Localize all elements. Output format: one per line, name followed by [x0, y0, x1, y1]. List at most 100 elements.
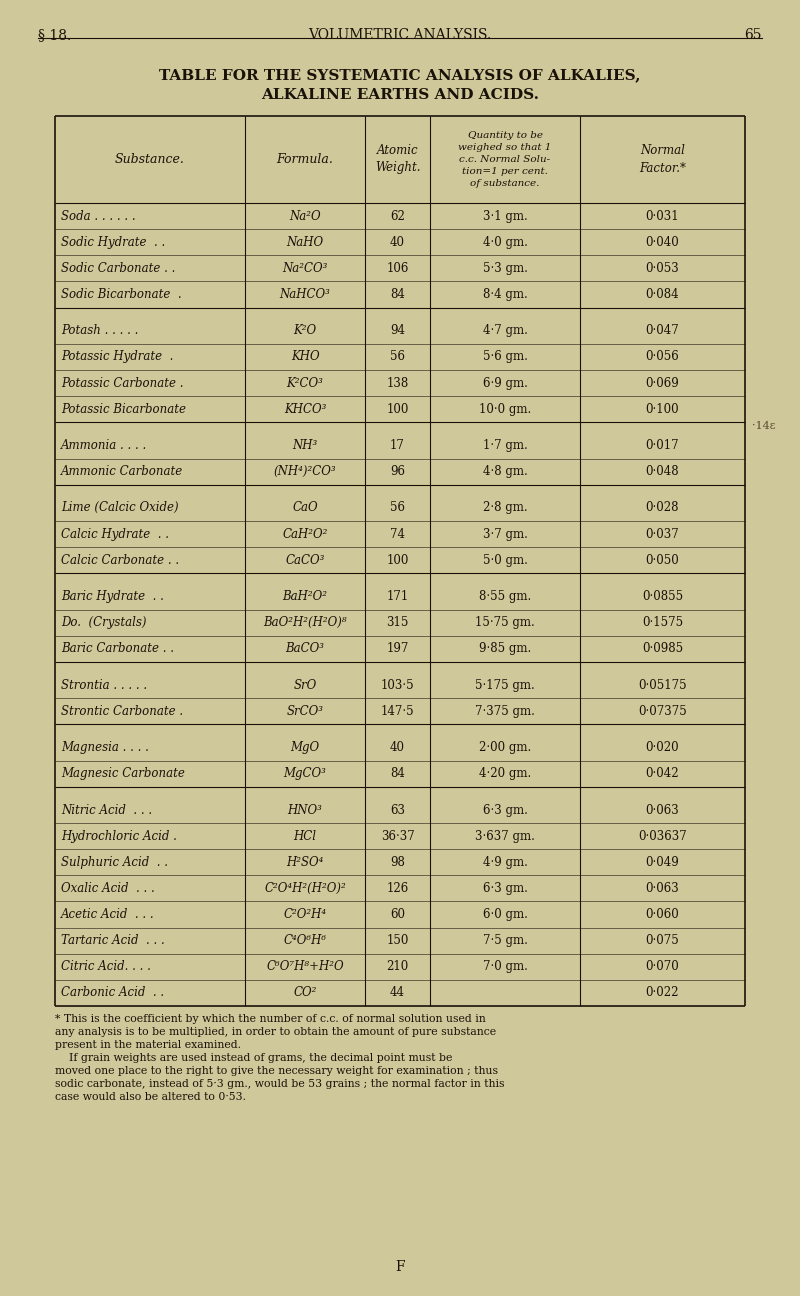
Text: Magnesia . . . .: Magnesia . . . . — [61, 741, 149, 754]
Text: 1·7 gm.: 1·7 gm. — [482, 439, 527, 452]
Text: Quantity to be
weighed so that 1
c.c. Normal Solu-
tion=1 per cent.
of substance: Quantity to be weighed so that 1 c.c. No… — [458, 131, 552, 188]
Text: 0·017: 0·017 — [646, 439, 679, 452]
Text: 3·7 gm.: 3·7 gm. — [482, 527, 527, 540]
Text: SrCO³: SrCO³ — [286, 705, 323, 718]
Text: C²O⁴H²(H²O)²: C²O⁴H²(H²O)² — [264, 881, 346, 896]
Text: 100: 100 — [386, 553, 409, 566]
Text: CaH²O²: CaH²O² — [282, 527, 328, 540]
Text: 8·55 gm.: 8·55 gm. — [479, 590, 531, 603]
Text: 7·375 gm.: 7·375 gm. — [475, 705, 535, 718]
Text: BaH²O²: BaH²O² — [282, 590, 327, 603]
Text: 0·03637: 0·03637 — [638, 829, 687, 842]
Text: 210: 210 — [386, 960, 409, 973]
Text: 4·20 gm.: 4·20 gm. — [479, 767, 531, 780]
Text: Substance.: Substance. — [115, 153, 185, 166]
Text: Atomic
Weight.: Atomic Weight. — [374, 144, 420, 175]
Text: KHO: KHO — [290, 350, 319, 363]
Text: C⁴O⁶H⁶: C⁴O⁶H⁶ — [283, 934, 326, 947]
Text: 0·084: 0·084 — [646, 288, 679, 301]
Text: Baric Hydrate  . .: Baric Hydrate . . — [61, 590, 164, 603]
Text: CO²: CO² — [294, 986, 317, 999]
Text: H²SO⁴: H²SO⁴ — [286, 855, 324, 868]
Text: 0·020: 0·020 — [646, 741, 679, 754]
Text: Oxalic Acid  . . .: Oxalic Acid . . . — [61, 881, 154, 896]
Text: Na²O: Na²O — [289, 210, 321, 223]
Text: 0·056: 0·056 — [646, 350, 679, 363]
Text: 126: 126 — [386, 881, 409, 896]
Text: Ammonia . . . .: Ammonia . . . . — [61, 439, 147, 452]
Text: 6·9 gm.: 6·9 gm. — [482, 377, 527, 390]
Text: 0·037: 0·037 — [646, 527, 679, 540]
Text: Citric Acid. . . .: Citric Acid. . . . — [61, 960, 151, 973]
Text: ALKALINE EARTHS AND ACIDS.: ALKALINE EARTHS AND ACIDS. — [261, 88, 539, 102]
Text: Acetic Acid  . . .: Acetic Acid . . . — [61, 908, 154, 921]
Text: 0·031: 0·031 — [646, 210, 679, 223]
Text: 3·637 gm.: 3·637 gm. — [475, 829, 535, 842]
Text: 0·0855: 0·0855 — [642, 590, 683, 603]
Text: 2·00 gm.: 2·00 gm. — [479, 741, 531, 754]
Text: Potash . . . . .: Potash . . . . . — [61, 324, 138, 337]
Text: 17: 17 — [390, 439, 405, 452]
Text: 0·022: 0·022 — [646, 986, 679, 999]
Text: 106: 106 — [386, 262, 409, 275]
Text: Sodic Hydrate  . .: Sodic Hydrate . . — [61, 236, 166, 249]
Text: Baric Carbonate . .: Baric Carbonate . . — [61, 643, 174, 656]
Text: Strontia . . . . .: Strontia . . . . . — [61, 679, 147, 692]
Text: moved one place to the right to give the necessary weight for examination ; thus: moved one place to the right to give the… — [55, 1067, 498, 1076]
Text: Do.  (Crystals): Do. (Crystals) — [61, 616, 146, 629]
Text: 44: 44 — [390, 986, 405, 999]
Text: Ammonic Carbonate: Ammonic Carbonate — [61, 465, 183, 478]
Text: Formula.: Formula. — [277, 153, 334, 166]
Text: 6·3 gm.: 6·3 gm. — [482, 804, 527, 816]
Text: SrO: SrO — [294, 679, 317, 692]
Text: VOLUMETRIC ANALYSIS.: VOLUMETRIC ANALYSIS. — [308, 29, 492, 41]
Text: C⁶O⁷H⁸+H²O: C⁶O⁷H⁸+H²O — [266, 960, 344, 973]
Text: 150: 150 — [386, 934, 409, 947]
Text: Tartaric Acid  . . .: Tartaric Acid . . . — [61, 934, 165, 947]
Text: HNO³: HNO³ — [287, 804, 322, 816]
Text: BaCO³: BaCO³ — [286, 643, 325, 656]
Text: Sodic Carbonate . .: Sodic Carbonate . . — [61, 262, 175, 275]
Text: Normal
Factor.*: Normal Factor.* — [639, 144, 686, 175]
Text: 0·040: 0·040 — [646, 236, 679, 249]
Text: CaCO³: CaCO³ — [286, 553, 325, 566]
Text: Carbonic Acid  . .: Carbonic Acid . . — [61, 986, 164, 999]
Text: 4·7 gm.: 4·7 gm. — [482, 324, 527, 337]
Text: CaO: CaO — [292, 502, 318, 515]
Text: 147·5: 147·5 — [381, 705, 414, 718]
Text: NaHO: NaHO — [286, 236, 323, 249]
Text: 74: 74 — [390, 527, 405, 540]
Text: 0·042: 0·042 — [646, 767, 679, 780]
Text: 0·060: 0·060 — [646, 908, 679, 921]
Text: Soda . . . . . .: Soda . . . . . . — [61, 210, 136, 223]
Text: Potassic Bicarbonate: Potassic Bicarbonate — [61, 403, 186, 416]
Text: 96: 96 — [390, 465, 405, 478]
Text: 40: 40 — [390, 741, 405, 754]
Text: 0·049: 0·049 — [646, 855, 679, 868]
Text: NaHCO³: NaHCO³ — [279, 288, 330, 301]
Text: TABLE FOR THE SYSTEMATIC ANALYSIS OF ALKALIES,: TABLE FOR THE SYSTEMATIC ANALYSIS OF ALK… — [159, 67, 641, 82]
Text: 62: 62 — [390, 210, 405, 223]
Text: 2·8 gm.: 2·8 gm. — [482, 502, 527, 515]
Text: 103·5: 103·5 — [381, 679, 414, 692]
Text: (NH⁴)²CO³: (NH⁴)²CO³ — [274, 465, 336, 478]
Text: 7·0 gm.: 7·0 gm. — [482, 960, 527, 973]
Text: 6·0 gm.: 6·0 gm. — [482, 908, 527, 921]
Text: MgO: MgO — [290, 741, 319, 754]
Text: 56: 56 — [390, 502, 405, 515]
Text: 6·3 gm.: 6·3 gm. — [482, 881, 527, 896]
Text: 197: 197 — [386, 643, 409, 656]
Text: 7·5 gm.: 7·5 gm. — [482, 934, 527, 947]
Text: § 18.: § 18. — [38, 29, 71, 41]
Text: 0·063: 0·063 — [646, 881, 679, 896]
Text: 10·0 gm.: 10·0 gm. — [479, 403, 531, 416]
Text: 3·1 gm.: 3·1 gm. — [482, 210, 527, 223]
Text: 0·07375: 0·07375 — [638, 705, 687, 718]
Text: 36·37: 36·37 — [381, 829, 414, 842]
Text: 9·85 gm.: 9·85 gm. — [479, 643, 531, 656]
Text: present in the material examined.: present in the material examined. — [55, 1039, 241, 1050]
Text: Magnesic Carbonate: Magnesic Carbonate — [61, 767, 185, 780]
Text: case would also be altered to 0·53.: case would also be altered to 0·53. — [55, 1093, 246, 1102]
Text: 0·0985: 0·0985 — [642, 643, 683, 656]
Text: 0·070: 0·070 — [646, 960, 679, 973]
